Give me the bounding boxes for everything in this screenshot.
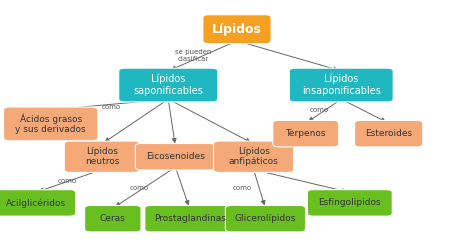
Text: Lípidos
anfipáticos: Lípidos anfipáticos <box>229 147 278 166</box>
FancyBboxPatch shape <box>0 190 75 216</box>
Text: como: como <box>58 178 77 184</box>
FancyBboxPatch shape <box>118 68 218 102</box>
FancyBboxPatch shape <box>289 68 393 102</box>
Text: Prostaglandinas: Prostaglandinas <box>154 214 226 223</box>
FancyBboxPatch shape <box>64 141 139 173</box>
Text: Lípidos: Lípidos <box>212 23 262 36</box>
Text: como: como <box>310 107 329 113</box>
FancyBboxPatch shape <box>203 15 271 44</box>
FancyBboxPatch shape <box>213 141 293 173</box>
Text: como: como <box>232 185 251 191</box>
Text: Esteroides: Esteroides <box>365 129 412 138</box>
Text: Ácidos grasos
y sus derivados: Ácidos grasos y sus derivados <box>16 113 86 134</box>
Text: Lípidos
saponificables: Lípidos saponificables <box>133 74 203 96</box>
Text: Lípidos
insaponificables: Lípidos insaponificables <box>302 74 381 96</box>
FancyBboxPatch shape <box>4 107 98 141</box>
FancyBboxPatch shape <box>307 190 392 216</box>
Text: Eicosenoides: Eicosenoides <box>146 152 205 161</box>
Text: como: como <box>130 185 149 191</box>
Text: Esfingolipidos: Esfingolipidos <box>319 198 381 208</box>
Text: Ceras: Ceras <box>100 214 126 223</box>
FancyBboxPatch shape <box>355 120 423 147</box>
Text: Lípidos
neutros: Lípidos neutros <box>85 147 119 166</box>
FancyBboxPatch shape <box>84 205 141 232</box>
FancyBboxPatch shape <box>145 205 234 232</box>
Text: Acilglicéridos: Acilglicéridos <box>6 198 65 208</box>
FancyBboxPatch shape <box>226 205 306 232</box>
FancyBboxPatch shape <box>273 120 338 147</box>
Text: Terpenos: Terpenos <box>285 129 326 138</box>
Text: se pueden
clasificar: se pueden clasificar <box>175 49 211 62</box>
FancyBboxPatch shape <box>136 143 215 170</box>
Text: como: como <box>102 104 121 110</box>
Text: Glicerolípidos: Glicerolípidos <box>235 214 296 223</box>
